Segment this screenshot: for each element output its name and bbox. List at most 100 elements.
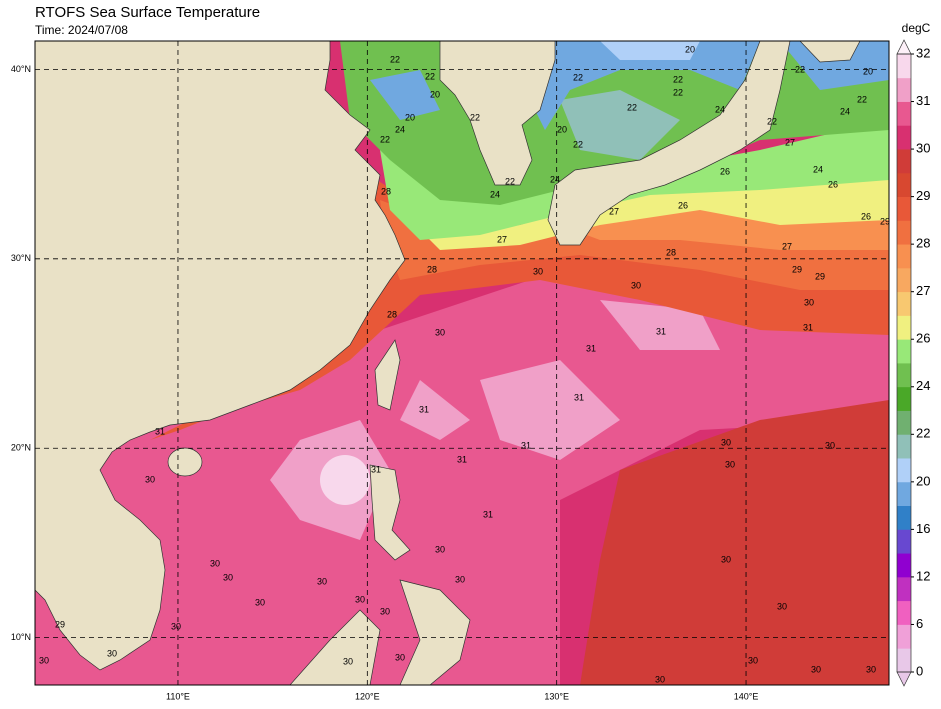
colorbar-segment [897,481,911,507]
contour-label: 30 [145,474,155,484]
contour-label: 30 [435,327,445,337]
contour-label: 27 [785,137,795,147]
y-tick-label: 40°N [11,64,31,74]
contour-label: 22 [795,64,805,74]
colorbar-tick-label: 16 [916,521,930,536]
japan [547,41,791,246]
mainland-asia [35,41,406,671]
contour-label: 24 [490,189,500,199]
colorbar-label: degC [902,21,931,35]
hainan [167,447,203,477]
contour-label: 31 [155,426,165,436]
contour-label: 31 [574,392,584,402]
contour-label: 30 [223,572,233,582]
contour-label: 20 [557,124,567,134]
plot-frame [34,40,890,686]
x-tick-label: 110°E [166,691,190,701]
contour-label: 30 [777,601,787,611]
contour-label: 30 [395,652,405,662]
colorbar-tick-label: 29 [916,188,930,203]
contour-label: 31 [457,454,467,464]
colorbar-tick-label: 6 [916,616,923,631]
colorbar-segment [897,220,911,245]
luzon [369,464,411,561]
contour-label: 27 [609,206,619,216]
contour-label: 22 [380,134,390,144]
colorbar-segment [897,172,911,198]
map-title: RTOFS Sea Surface Temperature [35,4,260,21]
contour-label: 30 [866,664,876,674]
contour-label: 28 [427,264,437,274]
colorbar-frame [896,53,912,673]
contour-label: 28 [387,309,397,319]
sst-zone [530,41,760,130]
colorbar-segment [897,529,911,554]
contour-label: 26 [828,179,838,189]
colorbar-tick-label: 30 [916,141,930,156]
borneo [289,609,381,685]
sst-zone [560,90,680,160]
contour-label: 30 [631,280,641,290]
contour-label: 30 [721,437,731,447]
colorbar-segment [897,196,911,221]
contour-label: 31 [483,509,493,519]
y-tick-label: 10°N [11,632,31,642]
contour-label: 22 [627,102,637,112]
colorbar: 0 6 12 16 20 22 24 26 27 28 29 30 31 32 degC [896,21,931,687]
contour-label: 30 [317,576,327,586]
contour-label: 27 [782,241,792,251]
contour-label: 30 [355,594,365,604]
contour-label: 22 [573,72,583,82]
contour-label: 30 [811,664,821,674]
contour-label: 24 [715,104,725,114]
colorbar-segment [897,624,911,649]
contour-label: 31 [656,326,666,336]
contour-label: 22 [767,116,777,126]
contour-label: 29 [792,264,802,274]
contour-label: 30 [380,606,390,616]
contour-label: 24 [840,106,850,116]
colorbar-tick-label: 28 [916,236,930,251]
colorbar-segment [897,553,911,578]
contour-label: 27 [497,234,507,244]
contour-label: 29 [880,216,890,226]
contour-label: 22 [390,54,400,64]
contour-label: 30 [721,554,731,564]
contour-label: 20 [863,66,873,76]
contour-label: 22 [425,71,435,81]
sst-zone [370,70,440,120]
contour-label: 31 [803,322,813,332]
contour-label: 26 [720,166,730,176]
colorbar-segment [897,458,911,483]
colorbar-tick-label: 24 [916,378,930,393]
contour-label: 30 [455,574,465,584]
colorbar-tick-label: 26 [916,331,930,346]
colorbar-tick-label: 31 [916,93,930,108]
colorbar-segment [897,410,911,435]
colorbar-segment [897,576,911,602]
contour-label: 31 [371,464,381,474]
x-tick-label: 120°E [355,691,380,701]
contour-label: 30 [107,648,117,658]
mindanao [399,579,471,685]
contour-label: 31 [419,404,429,414]
contour-label: 31 [586,343,596,353]
contour-label: 20 [430,89,440,99]
colorbar-tick-label: 12 [916,568,930,583]
colorbar-segment [897,125,911,150]
sst-zone [480,360,620,460]
contour-label: 24 [813,164,823,174]
contour-label: 20 [405,112,415,122]
colorbar-segment [897,648,911,673]
colorbar-segment [897,101,911,126]
contour-label: 22 [505,176,515,186]
contour-label: 29 [55,619,65,629]
colorbar-segment [897,291,911,316]
contour-label: 24 [395,124,405,134]
land [35,41,861,685]
contour-label: 30 [343,656,353,666]
colorbar-extend-bottom [896,671,912,687]
colorbar-segment [897,363,911,388]
